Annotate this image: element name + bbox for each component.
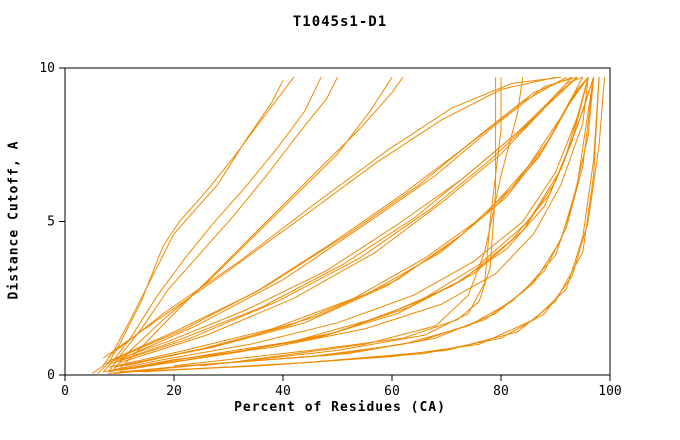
data-series	[108, 77, 589, 373]
data-series	[103, 77, 589, 373]
x-tick-label: 100	[598, 384, 621, 399]
data-series	[130, 77, 595, 370]
x-axis-label: Percent of Residues (CA)	[234, 400, 446, 415]
data-series	[119, 76, 404, 370]
y-axis-label: Distance Cutoff, A	[6, 140, 22, 300]
data-series	[119, 76, 578, 364]
data-series	[108, 76, 584, 368]
data-series	[113, 76, 393, 370]
data-series	[124, 76, 589, 367]
x-tick-label: 0	[61, 384, 69, 399]
data-series	[97, 76, 295, 374]
data-series	[103, 76, 578, 365]
data-series	[119, 76, 589, 367]
x-tick-label: 60	[384, 384, 400, 399]
data-series	[113, 76, 573, 361]
data-series	[108, 76, 583, 365]
data-series	[201, 77, 502, 367]
data-series	[108, 76, 567, 362]
data-series	[119, 77, 595, 373]
data-series	[228, 77, 524, 364]
data-series	[113, 76, 589, 368]
y-tick-label: 0	[47, 368, 55, 383]
data-series	[102, 76, 556, 359]
data-series	[113, 77, 589, 371]
x-tick-label: 80	[493, 384, 509, 399]
data-series	[124, 77, 600, 373]
data-series	[108, 76, 338, 373]
x-tick-label: 40	[275, 384, 291, 399]
chart-title: T1045s1-D1	[292, 14, 388, 30]
y-tick-label: 5	[47, 215, 55, 230]
data-series	[108, 76, 562, 357]
data-series	[119, 76, 578, 361]
data-series	[102, 76, 322, 373]
data-series	[113, 76, 573, 364]
x-tick-label: 20	[166, 384, 182, 399]
y-tick-label: 10	[39, 61, 55, 76]
